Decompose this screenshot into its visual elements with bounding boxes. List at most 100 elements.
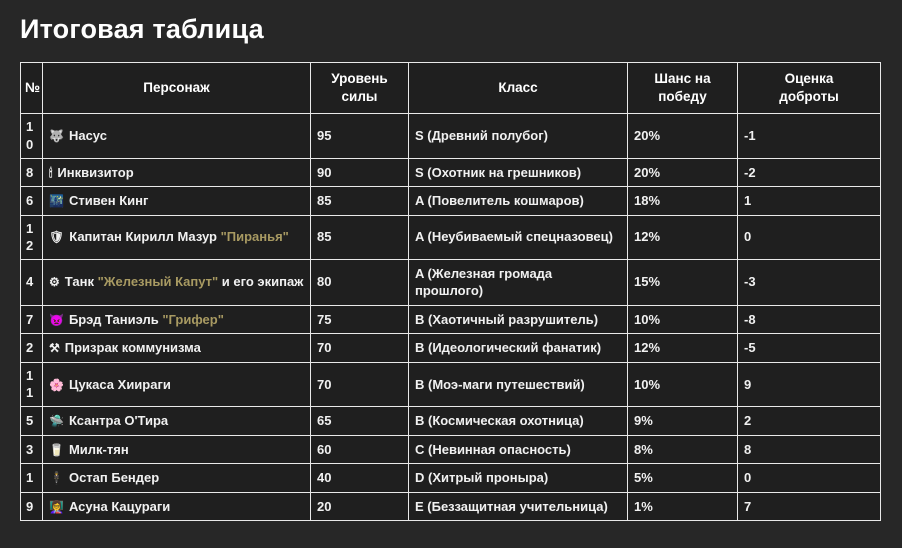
row-number-cell: 9: [20, 491, 43, 522]
character-name: Брэд Таниэль: [68, 311, 163, 327]
character-cell: 👿 Брэд Таниэль "Грифер": [42, 304, 311, 335]
kindness-cell: -2: [737, 157, 881, 188]
kindness-cell: -3: [737, 258, 881, 306]
row-number-cell: 8: [20, 157, 43, 188]
power-level-cell: 40: [310, 463, 409, 493]
character-cell: 🕴 Остап Бендер: [42, 463, 311, 493]
character-cell: 👩‍🏫 Асуна Кацураги: [42, 491, 311, 522]
character-name: Асуна Кацураги: [68, 498, 171, 514]
win-chance-cell: 18%: [627, 186, 738, 216]
header-class: Класс: [408, 61, 628, 115]
table-row: 12 🛡 Капитан Кирилл Мазур "Пиранья" 85 A (Не…: [20, 214, 881, 260]
row-number-cell: 12: [20, 214, 43, 260]
kindness-cell: 7: [737, 491, 881, 522]
class-cell: B (Моэ-маги путешествий): [408, 361, 628, 408]
power-level-cell: 85: [310, 214, 409, 260]
character-name: Остап Бендер: [68, 470, 160, 486]
character-icon: 🐺: [49, 129, 64, 144]
table-row: 4 ⚙ Танк "Железный Капут" и его экипаж 80 A …: [20, 258, 881, 306]
kindness-cell: 8: [737, 434, 881, 465]
character-icon: 🛡: [49, 230, 65, 245]
win-chance-cell: 10%: [627, 304, 738, 335]
table-row: 7 👿 Брэд Таниэль "Грифер" 75 B (Хаотичный ра…: [20, 304, 881, 335]
win-chance-cell: 12%: [627, 333, 738, 363]
table-row: 10 🐺 Насус 95 S (Древний полубог) 20% -1: [20, 113, 881, 159]
kindness-cell: 9: [737, 361, 881, 408]
character-name: Милк-тян: [68, 441, 129, 457]
character-cell: 🌸 Цукаса Хиираги: [42, 361, 311, 408]
power-level-cell: 65: [310, 406, 409, 436]
table-row: 5 🛸 Ксантра О'Тира 65 B (Космическая охотниц…: [20, 406, 881, 436]
power-level-cell: 90: [310, 157, 409, 188]
win-chance-cell: 20%: [627, 157, 738, 188]
kindness-cell: 1: [737, 186, 881, 216]
class-cell: E (Беззащитная учительница): [408, 491, 628, 522]
character-cell: 🕯 Инквизитор: [42, 157, 311, 188]
character-name: Ксантра О'Тира: [68, 413, 169, 428]
character-cell: ⚙ Танк "Железный Капут" и его экипаж: [42, 258, 311, 306]
table-row: 6 🌃 Стивен Кинг 85 A (Повелитель кошмаров) 18…: [20, 186, 881, 216]
row-number-cell: 5: [20, 406, 43, 436]
header-number: №: [20, 61, 43, 115]
character-icon: 🕯: [49, 165, 53, 180]
table-row: 1 🕴 Остап Бендер 40 D (Хитрый проныра) 5% 0: [20, 463, 881, 493]
power-level-cell: 80: [310, 258, 409, 306]
class-cell: B (Хаотичный разрушитель): [408, 304, 628, 335]
class-cell: A (Повелитель кошмаров): [408, 186, 628, 216]
character-icon: 🥛: [49, 442, 64, 457]
table-row: 11 🌸 Цукаса Хиираги 70 B (Моэ-маги путешеств…: [20, 361, 881, 408]
win-chance-cell: 20%: [627, 113, 738, 159]
power-level-cell: 60: [310, 434, 409, 465]
character-cell: 🛡 Капитан Кирилл Мазур "Пиранья": [42, 214, 311, 260]
power-level-cell: 95: [310, 113, 409, 159]
row-number-cell: 7: [20, 304, 43, 335]
power-level-cell: 70: [310, 333, 409, 363]
win-chance-cell: 12%: [627, 214, 738, 260]
character-name: Капитан Кирилл Мазур: [69, 229, 221, 245]
character-icon: ⚙: [49, 275, 60, 290]
class-cell: B (Идеологический фанатик): [408, 333, 628, 363]
header-power-level: Уровень силы: [310, 61, 409, 115]
character-cell: 🥛 Милк-тян: [42, 434, 311, 465]
character-name: Инквизитор: [57, 164, 134, 180]
results-table: № Персонаж Уровень силы Класс Шанс на по…: [20, 61, 881, 522]
kindness-cell: -8: [737, 304, 881, 335]
row-number-cell: 1: [20, 463, 43, 493]
win-chance-cell: 5%: [627, 463, 738, 493]
table-row: 9 👩‍🏫 Асуна Кацураги 20 E (Беззащитная учите…: [20, 491, 881, 522]
character-nickname: "Пиранья": [220, 229, 289, 245]
power-level-cell: 70: [310, 361, 409, 408]
character-icon: 🌃: [49, 194, 64, 209]
table-body: 10 🐺 Насус 95 S (Древний полубог) 20% -1 8 🕯 Инкв…: [20, 113, 881, 522]
character-icon: 👩‍🏫: [49, 499, 64, 514]
kindness-cell: -1: [737, 113, 881, 159]
win-chance-cell: 15%: [627, 258, 738, 306]
power-level-cell: 75: [310, 304, 409, 335]
character-name: Призрак коммунизма: [64, 340, 201, 356]
class-cell: S (Древний полубог): [408, 113, 628, 159]
page: Итоговая таблица № Персонаж Уровень силы…: [20, 14, 881, 522]
kindness-cell: 0: [737, 214, 881, 260]
character-icon: 🕴: [49, 471, 64, 486]
win-chance-cell: 1%: [627, 491, 738, 522]
class-cell: A (Железная громада прошлого): [408, 258, 628, 306]
character-nickname: "Грифер": [162, 311, 224, 327]
character-cell: 🛸 Ксантра О'Тира: [42, 406, 311, 436]
row-number-cell: 6: [20, 186, 43, 216]
kindness-cell: -5: [737, 333, 881, 363]
character-icon: 👿: [49, 312, 64, 327]
character-name: Стивен Кинг: [68, 193, 149, 209]
row-number-cell: 4: [20, 258, 43, 306]
header-row: № Персонаж Уровень силы Класс Шанс на по…: [20, 61, 881, 115]
character-icon: ⚒: [49, 341, 60, 356]
class-cell: S (Охотник на грешников): [408, 157, 628, 188]
character-cell: 🌃 Стивен Кинг: [42, 186, 311, 216]
table-row: 3 🥛 Милк-тян 60 C (Невинная опасность) 8% 8: [20, 434, 881, 465]
character-name: Насус: [68, 128, 107, 144]
power-level-cell: 85: [310, 186, 409, 216]
row-number-cell: 2: [20, 333, 43, 363]
character-cell: 🐺 Насус: [42, 113, 311, 159]
header-kindness: Оценка доброты: [737, 61, 881, 115]
character-name: Танк: [64, 274, 98, 290]
table-row: 8 🕯 Инквизитор 90 S (Охотник на грешников) 20…: [20, 157, 881, 188]
